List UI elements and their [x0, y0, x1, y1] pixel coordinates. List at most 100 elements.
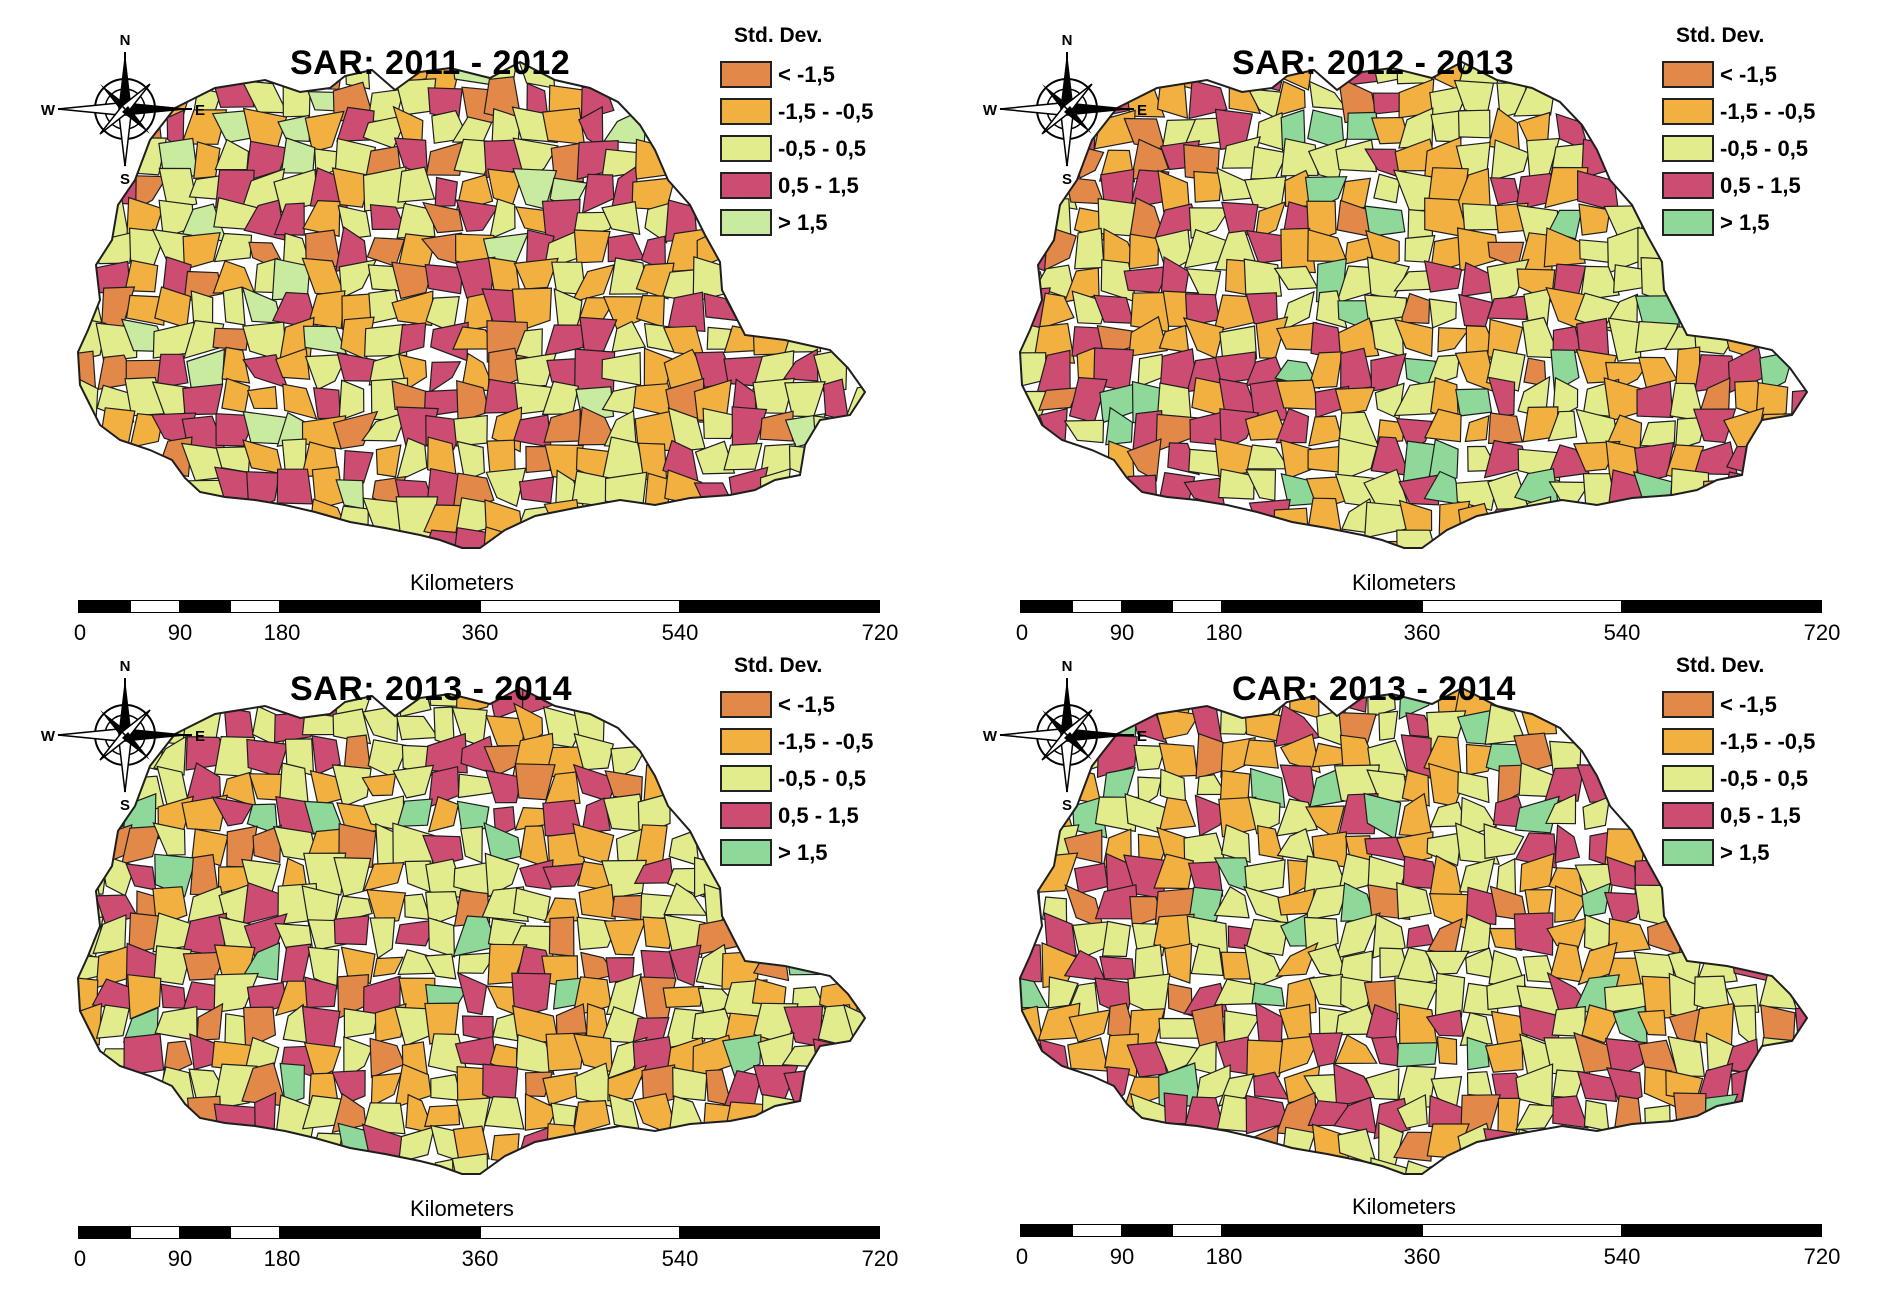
legend-title: Std. Dev.: [734, 24, 823, 47]
municipality-region: [1423, 408, 1462, 443]
municipality-region: [1280, 137, 1319, 177]
municipality-region: [1396, 1093, 1428, 1129]
scale-tick-label: 540: [661, 1246, 699, 1271]
choropleth-map: [76, 686, 867, 1175]
legend-label: -1,5 - -0,5: [1720, 728, 1816, 754]
municipality-region: [1308, 415, 1343, 447]
legend: Std. Dev. < -1,5 -1,5 - -0,5 -0,5 - 0,5 …: [1662, 24, 1815, 241]
municipality-region: [1378, 710, 1399, 741]
municipality-region: [1729, 1106, 1765, 1140]
municipality-region: [1278, 1034, 1321, 1074]
municipality-region: [222, 286, 246, 326]
municipality-region: [1578, 203, 1611, 236]
municipality-region: [398, 1126, 436, 1164]
municipality-region: [1514, 1103, 1559, 1131]
legend-item: < -1,5: [1662, 686, 1815, 723]
municipality-region: [1428, 892, 1470, 930]
scale-tick-label: 540: [661, 620, 699, 645]
municipality-region: [429, 361, 462, 394]
scale-segment: [1222, 1224, 1422, 1237]
legend-swatch: [1662, 765, 1714, 792]
legend-label: -0,5 - 0,5: [778, 135, 867, 161]
scale-tick-label: 720: [861, 620, 899, 645]
municipality-region: [252, 824, 282, 864]
scale-segment: [1122, 600, 1172, 613]
municipality-region: [579, 316, 618, 359]
scale-segment: [230, 600, 280, 613]
municipality-region: [1393, 380, 1440, 417]
scale-tick-label: 0: [1015, 620, 1029, 645]
legend: Std. Dev. < -1,5 -1,5 - -0,5 -0,5 - 0,5 …: [720, 654, 873, 871]
scale-segment: [1122, 1224, 1172, 1237]
municipality-region: [703, 292, 739, 322]
municipality-region: [1020, 885, 1042, 927]
municipality-region: [333, 915, 370, 946]
legend-label: > 1,5: [1720, 209, 1770, 235]
municipality-region: [1020, 942, 1043, 983]
municipality-region: [1247, 796, 1281, 835]
municipality-region: [1213, 885, 1250, 919]
municipality-region: [603, 918, 647, 956]
scale-segment: [180, 600, 230, 613]
municipality-region: [571, 505, 617, 541]
legend-label: > 1,5: [778, 209, 828, 235]
municipality-region: [578, 883, 616, 920]
municipality-region: [605, 973, 643, 1016]
scale-tick-label: 360: [461, 620, 499, 645]
municipality-region: [375, 444, 402, 478]
scale-tick-label: 0: [1015, 1244, 1029, 1269]
municipality-region: [397, 949, 434, 976]
state-boundary: [76, 60, 867, 549]
municipality-region: [1581, 1004, 1621, 1044]
municipality-region: [332, 410, 379, 450]
municipality-region: [1373, 173, 1401, 204]
municipality-region: [127, 974, 162, 1020]
municipality-region: [301, 1005, 341, 1049]
legend-swatch: [720, 61, 772, 88]
choropleth-map: [1018, 686, 1809, 1175]
municipality-region: [1243, 258, 1283, 298]
municipality-region: [331, 167, 372, 208]
municipality-region: [1396, 1042, 1438, 1068]
municipality-region: [485, 467, 527, 508]
municipality-region: [1128, 233, 1160, 270]
municipality-region: [395, 715, 440, 741]
municipality-region: [1253, 1125, 1279, 1166]
municipality-region: [1193, 170, 1223, 203]
municipality-region: [427, 796, 459, 833]
municipality-region: [525, 445, 552, 474]
municipality-region: [312, 387, 341, 420]
compass-rose-icon: [999, 678, 1134, 793]
municipality-region: [543, 771, 581, 807]
municipality-region: [1428, 298, 1457, 329]
municipality-region: [784, 1102, 828, 1128]
municipality-region: [279, 1062, 306, 1106]
municipality-region: [511, 287, 553, 333]
legend-swatch: [720, 728, 772, 755]
municipality-region: [1156, 471, 1196, 512]
municipality-region: [1424, 950, 1470, 975]
municipality-region: [363, 862, 405, 892]
municipality-region: [1667, 1035, 1706, 1077]
municipality-region: [1423, 260, 1463, 293]
legend-item: -1,5 - -0,5: [1662, 723, 1815, 760]
municipality-region: [424, 953, 457, 980]
municipality-cells: [1020, 688, 1807, 1174]
scale-segment: [1020, 1224, 1072, 1237]
scale-segment: [1072, 1224, 1122, 1237]
municipality-region: [196, 1002, 224, 1041]
compass-s-label: S: [1062, 797, 1072, 814]
legend: Std. Dev. < -1,5 -1,5 - -0,5 -0,5 - 0,5 …: [720, 24, 873, 241]
scale-segment: [1172, 600, 1222, 613]
compass-rose-icon: [999, 52, 1134, 167]
municipality-region: [545, 1032, 587, 1072]
scale-tick-label: 360: [1403, 620, 1441, 645]
municipality-region: [515, 1034, 555, 1076]
municipality-region: [331, 1069, 366, 1105]
compass-e-label: E: [195, 728, 205, 745]
municipality-region: [213, 232, 253, 263]
scale-tick-label: 180: [1205, 620, 1243, 645]
municipality-region: [304, 976, 338, 1009]
municipality-region: [759, 410, 794, 442]
map-title: SAR: 2011 - 2012: [290, 44, 571, 82]
